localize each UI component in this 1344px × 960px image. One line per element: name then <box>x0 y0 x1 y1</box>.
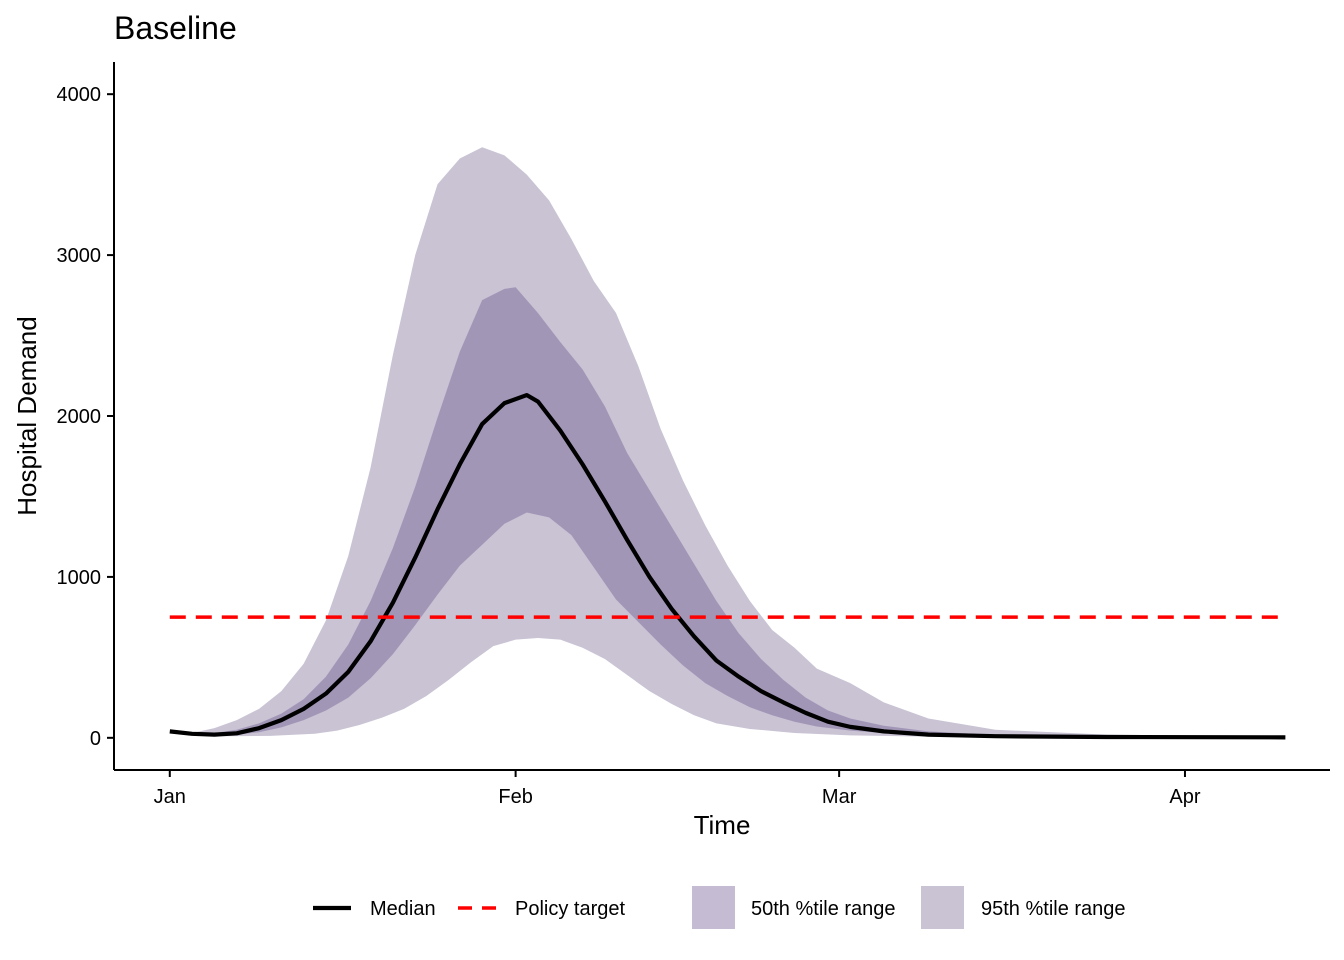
x-tick-label: Mar <box>822 786 857 808</box>
legend-label: Policy target <box>515 898 625 920</box>
x-tick-label: Jan <box>154 786 186 808</box>
x-tick-label: Feb <box>498 786 532 808</box>
y-tick-label: 1000 <box>57 567 102 589</box>
x-axis-ticks: Jan Feb Mar Apr <box>154 770 1201 808</box>
legend-label: Median <box>370 898 436 920</box>
legend-key-fill <box>921 886 964 929</box>
legend: Median Policy target 50th %tile range 95th … <box>313 886 1126 929</box>
y-tick-label: 3000 <box>57 245 102 267</box>
lines-layer <box>169 392 1286 740</box>
legend-label: 50th %tile range <box>751 898 896 920</box>
median-line <box>169 392 1286 740</box>
y-tick-label: 4000 <box>57 84 102 106</box>
band-50th-percentile <box>169 287 1286 738</box>
band-95th-percentile <box>169 147 1286 738</box>
x-axis-title: Time <box>694 810 751 840</box>
bands-layer <box>169 147 1286 738</box>
chart-title: Baseline <box>114 10 237 46</box>
x-tick-label: Apr <box>1169 786 1200 808</box>
legend-key-fill <box>692 886 735 929</box>
y-axis-title: Hospital Demand <box>12 316 42 515</box>
legend-label: 95th %tile range <box>981 898 1126 920</box>
y-tick-label: 0 <box>90 728 101 750</box>
y-tick-label: 2000 <box>57 406 102 428</box>
y-axis-ticks: 0 1000 2000 3000 4000 <box>57 84 114 750</box>
